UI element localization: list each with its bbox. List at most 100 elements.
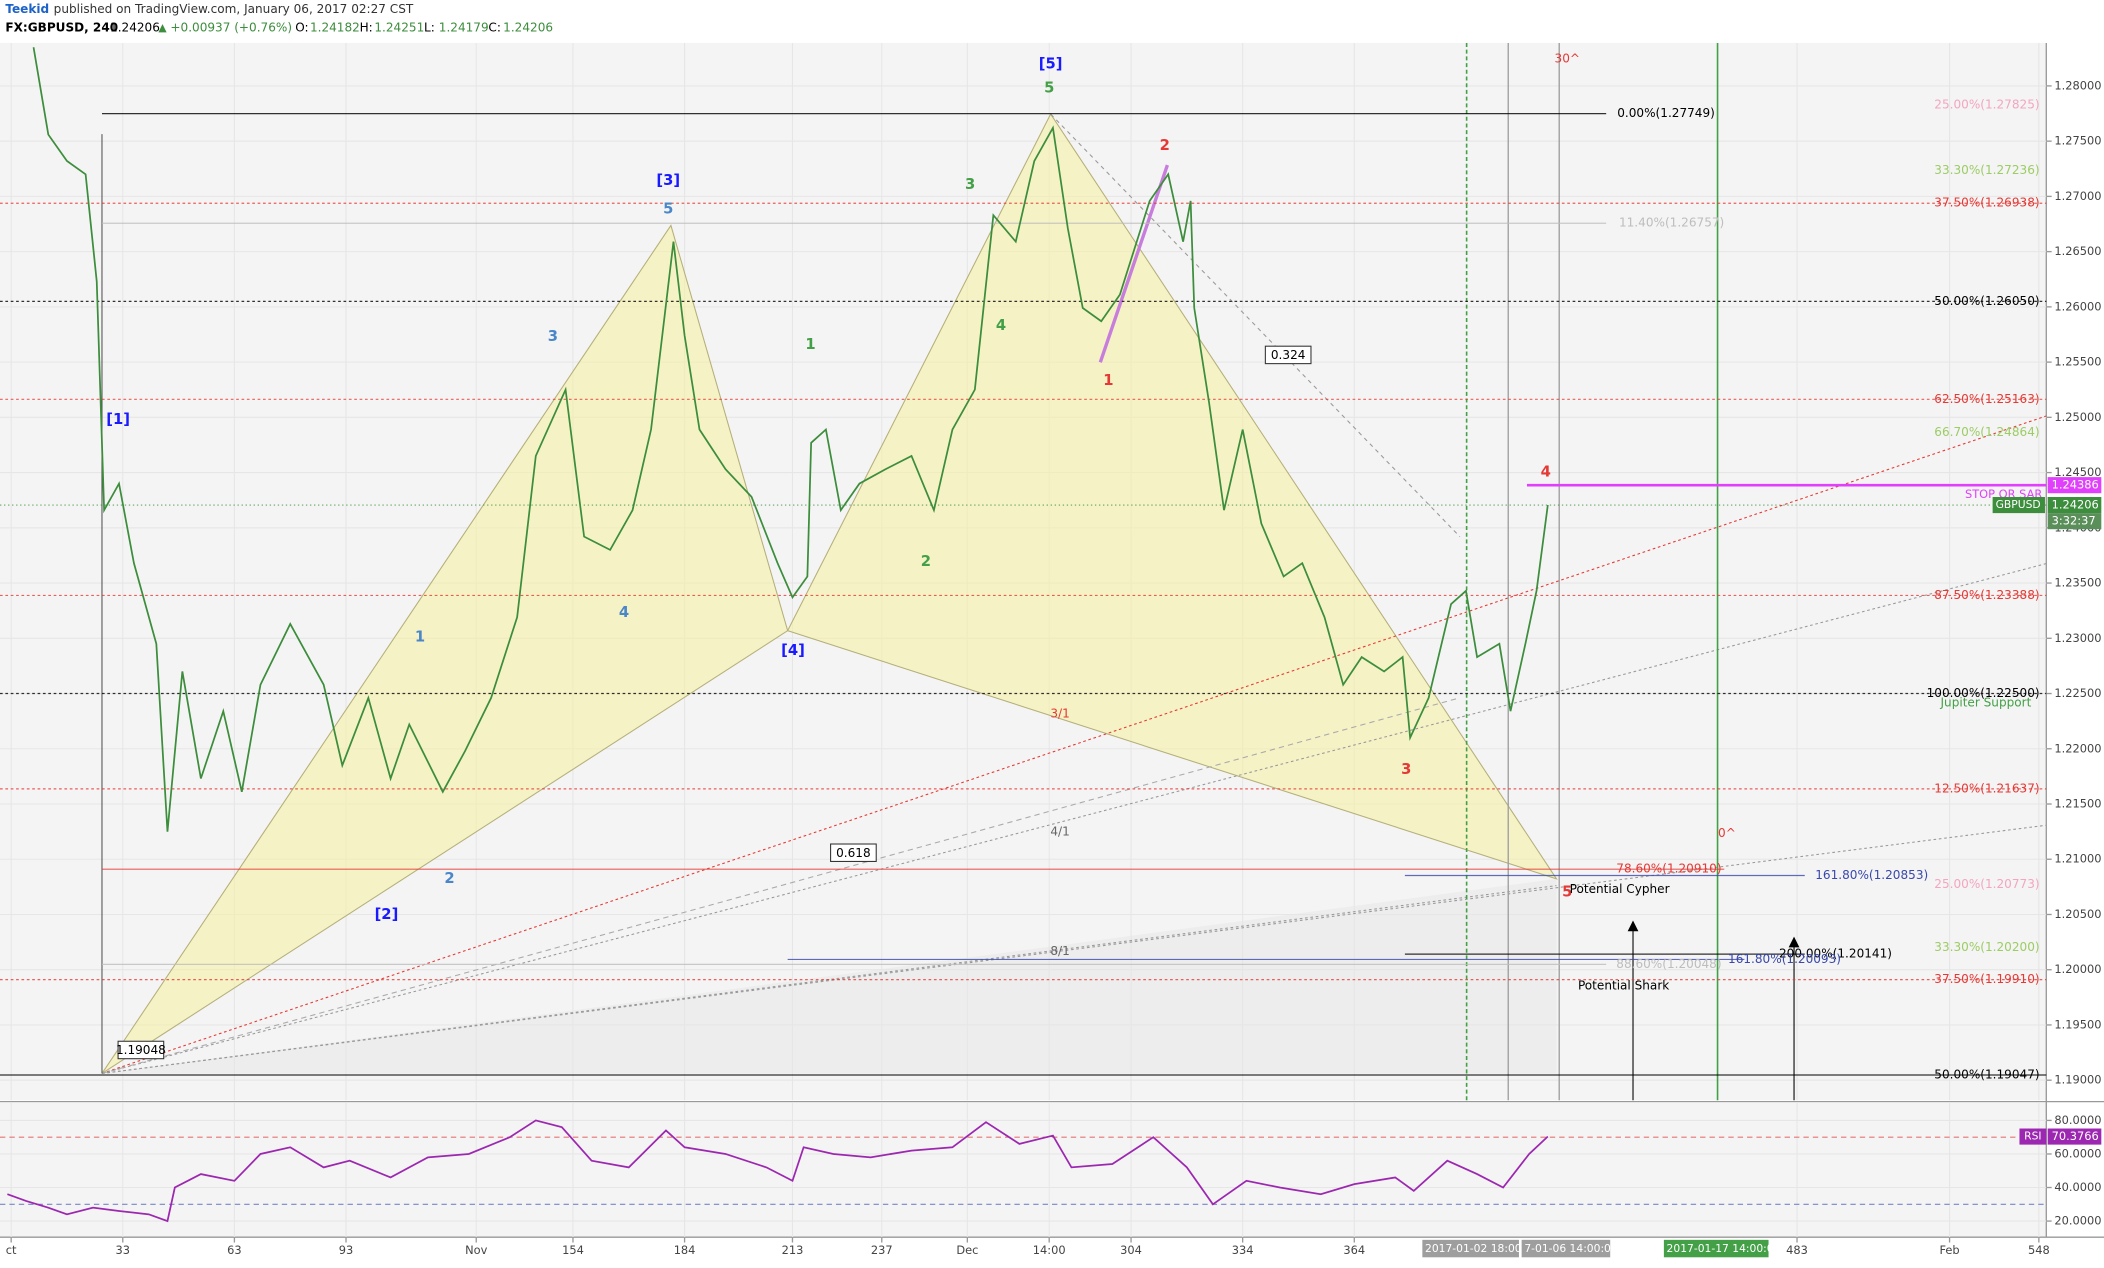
wave-label: [2]: [375, 906, 399, 923]
rsi-label: RSI: [2024, 1130, 2041, 1143]
last-price: 1.24206: [110, 21, 160, 35]
wave-label: 1: [1103, 372, 1113, 389]
y-tick-label: 1.26000: [2054, 299, 2101, 313]
annotation: 1.19048: [116, 1043, 166, 1057]
y-tick-label: 1.25500: [2054, 355, 2101, 369]
annotation: 0^: [1718, 826, 1736, 840]
y-tick-label: 1.25000: [2054, 410, 2101, 424]
annotation: Potential Shark: [1578, 979, 1669, 993]
ohlc-key: H:: [360, 21, 373, 35]
fib-label: 11.40%(1.26757): [1619, 216, 1724, 230]
annotation: 0.618: [836, 846, 871, 860]
wave-label: 1: [415, 628, 425, 645]
change: +0.00937 (+0.76%): [170, 21, 292, 35]
fib-label: 50.00%(1.26050): [1934, 294, 2039, 308]
wave-label: [3]: [656, 172, 680, 189]
fib-label: 37.50%(1.26938): [1934, 196, 2039, 210]
value-box: [117, 1040, 165, 1060]
wave-label: 2: [921, 553, 931, 570]
x-tick-label: ct: [6, 1243, 17, 1257]
symbol-label: GBPUSD: [1996, 498, 2041, 511]
y-tick-label: 1.21500: [2054, 797, 2101, 811]
gann-line: [101, 415, 2047, 1074]
fib-label: 33.30%(1.27236): [1934, 163, 2039, 177]
annotation: 0.324: [1271, 348, 1306, 362]
y-tick-label: 1.27500: [2054, 134, 2101, 148]
x-tick-label: Feb: [1939, 1243, 1959, 1257]
annotation: 4/1: [1050, 824, 1069, 838]
series: [7, 47, 1549, 1223]
x-tick-label: 334: [1232, 1243, 1254, 1257]
rsi-tag: [2047, 1128, 2102, 1145]
ratio-line: [1050, 113, 1461, 538]
wave-label: 5: [663, 200, 673, 217]
ohlc-key: C:: [488, 21, 501, 35]
fib-label: 37.50%(1.19910): [1934, 972, 2039, 986]
wave-label: [5]: [1039, 55, 1063, 72]
fib-label: 12.50%(1.21637): [1934, 781, 2039, 795]
x-tick-label: 213: [782, 1243, 804, 1257]
y-tick-label: 1.26500: [2054, 244, 2101, 258]
ohlc-key: O:: [295, 21, 308, 35]
x-tick-label: 364: [1343, 1243, 1365, 1257]
rsi-label-tag: [2019, 1128, 2047, 1145]
gann-line: [101, 563, 2047, 1074]
x-tick-label: 237: [871, 1243, 893, 1257]
y-tick-label: 1.23500: [2054, 576, 2101, 590]
wave-label: 4: [996, 317, 1006, 334]
annotation: 30^: [1555, 52, 1580, 66]
countdown-tag: [2047, 513, 2102, 530]
annotation: 3/1: [1050, 706, 1069, 720]
y-tick-label: 20.0000: [2054, 1214, 2101, 1228]
y-tick-label: 60.0000: [2054, 1146, 2101, 1160]
fib-label: 161.80%(1.20093): [1728, 952, 1841, 966]
x-tick-label: Dec: [956, 1243, 978, 1257]
y-tick-label: 1.20000: [2054, 962, 2101, 976]
fib-label: 78.60%(1.20910): [1616, 862, 1721, 876]
rsi-value: 70.3766: [2052, 1129, 2099, 1143]
wave-label: 1: [805, 336, 815, 353]
fib-label: 33.30%(1.20200): [1934, 940, 2039, 954]
value-box: [830, 843, 877, 862]
y-tick-label: 1.21000: [2054, 852, 2101, 866]
up-arrow: ▲: [158, 21, 167, 34]
wave-label: 5: [1562, 883, 1572, 900]
fib-label: 100.00%(1.22500): [1927, 686, 2040, 700]
last-value: 1.24206: [2052, 498, 2099, 512]
x-tick-label: 304: [1120, 1243, 1142, 1257]
wave-label: 3: [965, 176, 975, 193]
projection-zone: [101, 878, 1557, 1074]
rsi-line: [7, 1119, 1549, 1223]
symbol-tag: [1992, 497, 2045, 514]
harmonic-patterns: [101, 42, 2047, 1101]
published: published on TradingView.com, January 06…: [54, 2, 414, 16]
y-tick-label: 1.23000: [2054, 631, 2101, 645]
y-tick-label: 1.20500: [2054, 907, 2101, 921]
annotation: Jupiter Support: [1939, 696, 2031, 710]
y-tick-label: 1.24500: [2054, 465, 2101, 479]
fib-label: 161.80%(1.20853): [1815, 868, 1928, 882]
fib-label: 25.00%(1.27825): [1934, 98, 2039, 112]
fib-label: 200.00%(1.20141): [1779, 947, 1892, 961]
user[interactable]: Teekid: [5, 2, 49, 16]
x-tick-label: 154: [562, 1243, 584, 1257]
wave-label: 3: [1401, 761, 1411, 778]
wave-label: [4]: [781, 642, 805, 659]
ohlc-key: L:: [424, 21, 435, 35]
price-tag: [2047, 497, 2102, 514]
stop-tag: [2047, 477, 2102, 494]
y-tick-label: 80.0000: [2054, 1113, 2101, 1127]
x-tick-label: 33: [116, 1243, 131, 1257]
fib-label: 66.70%(1.24864): [1934, 425, 2039, 439]
x-tick-label: 184: [674, 1243, 696, 1257]
date-tag-label: 2017-01-17 14:00:00: [1667, 1242, 1781, 1255]
fib-label: 25.00%(1.20773): [1934, 877, 2039, 891]
wave-label: 4: [619, 604, 629, 621]
symbol: FX:GBPUSD, 240: [5, 21, 118, 35]
annotation: 8/1: [1050, 944, 1069, 958]
ohlc-value: 1.24206: [503, 21, 553, 35]
date-tag: [1422, 1239, 1519, 1258]
fib-label: 0.00%(1.27749): [1617, 106, 1715, 120]
date-tag: [1663, 1239, 1769, 1258]
